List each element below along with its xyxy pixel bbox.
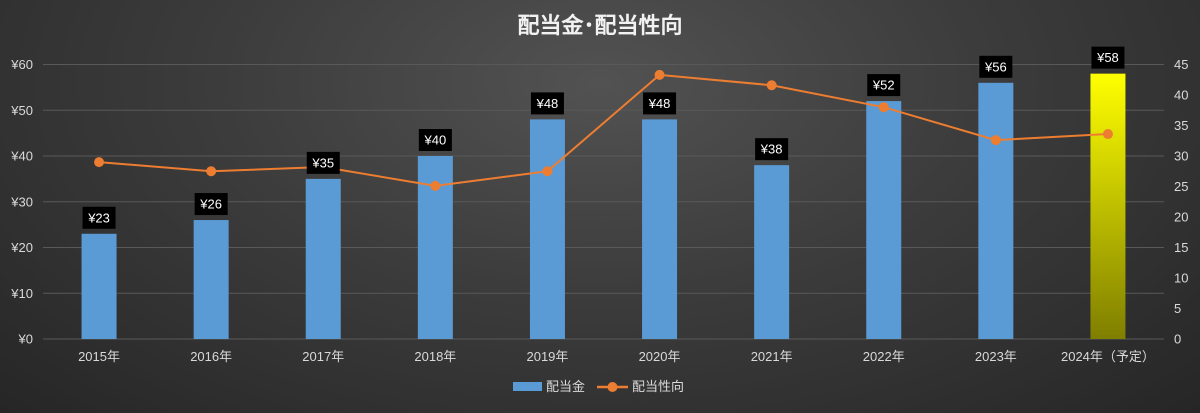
left-tick-label: ¥20 [10, 240, 33, 255]
left-tick-label: ¥0 [18, 332, 33, 347]
data-label-text: ¥40 [423, 133, 446, 148]
data-label-box [306, 151, 340, 174]
data-label-text: ¥56 [984, 59, 1007, 74]
right-tick-label: 15 [1174, 240, 1188, 255]
right-tick-label: 45 [1174, 57, 1188, 72]
data-label: ¥35 [306, 151, 340, 174]
data-label-box [1091, 46, 1125, 69]
data-label-box [755, 138, 789, 161]
bar [305, 178, 341, 339]
highlighted-bar [1090, 73, 1126, 340]
data-label: ¥23 [82, 206, 116, 229]
bar [193, 220, 229, 339]
right-tick-label: 40 [1174, 88, 1188, 103]
category-label: 2023年 [975, 349, 1017, 364]
right-tick-label: 30 [1174, 149, 1188, 164]
category-label: 2022年 [863, 349, 905, 364]
legend: 配当金 配当性向 [513, 379, 684, 395]
payout-ratio-point [766, 80, 777, 91]
data-label: ¥38 [755, 138, 789, 161]
category-label: 2018年 [414, 349, 456, 364]
legend-bar-swatch [513, 382, 542, 391]
right-axis-ticks: 0 5 10 15 20 25 30 35 40 45 [1174, 57, 1188, 347]
data-label-text: ¥26 [199, 197, 222, 212]
data-label-box [643, 92, 677, 115]
data-label-box [418, 129, 452, 151]
bar [754, 165, 790, 339]
dividend-data-labels: ¥23 ¥26 ¥35 ¥40 ¥48 ¥48 ¥38 ¥52 ¥56 ¥58 [82, 46, 1125, 229]
data-label-text: ¥38 [760, 142, 783, 157]
payout-ratio-point [1102, 129, 1113, 140]
category-label: 2015年 [78, 349, 120, 364]
data-label-box [82, 206, 116, 229]
left-tick-label: ¥40 [10, 149, 33, 164]
data-label: ¥52 [867, 74, 901, 97]
chart-title: 配当金･配当性向 [517, 13, 682, 39]
category-axis: 2015年 2016年 2017年 2018年 2019年 2020年 2021年 2022年… [78, 349, 1155, 364]
left-tick-label: ¥60 [10, 57, 33, 72]
right-tick-label: 20 [1174, 210, 1188, 225]
left-axis-ticks: ¥0 ¥10 ¥20 ¥30 ¥40 ¥50 ¥60 [10, 57, 33, 347]
legend-dividend-label: 配当金 [546, 379, 585, 395]
data-label: ¥48 [643, 92, 677, 115]
payout-ratio-point [206, 166, 217, 177]
legend-line-marker [607, 382, 618, 392]
payout-ratio-point [990, 135, 1001, 146]
data-label-text: ¥52 [872, 78, 895, 93]
category-label: 2020年 [639, 349, 681, 364]
payout-ratio-point [430, 180, 441, 191]
dividend-bars [81, 73, 1126, 340]
data-label-text: ¥35 [311, 155, 334, 170]
bar [866, 101, 902, 339]
data-label-box [194, 193, 228, 216]
category-label: 2021年 [751, 349, 793, 364]
payout-ratio-polyline [98, 73, 1109, 187]
left-tick-label: ¥30 [10, 194, 33, 209]
data-label-box [530, 92, 564, 115]
bar [978, 82, 1014, 340]
bar [529, 119, 565, 340]
left-tick-label: ¥10 [10, 286, 33, 301]
category-label: 2017年 [302, 349, 344, 364]
bar [642, 119, 678, 340]
data-label-box [867, 74, 901, 97]
payout-ratio-point [654, 69, 665, 80]
legend-payout-label: 配当性向 [632, 379, 684, 395]
category-label: 2024年（予定） [1061, 349, 1155, 364]
payout-ratio-point [542, 166, 553, 177]
payout-ratio-line [94, 69, 1113, 191]
right-tick-label: 5 [1174, 301, 1181, 316]
data-label: ¥26 [194, 193, 228, 216]
gridlines [43, 64, 1164, 340]
category-label: 2019年 [526, 349, 568, 364]
right-tick-label: 0 [1174, 332, 1181, 347]
data-label-box [979, 55, 1013, 78]
data-label: ¥40 [418, 129, 452, 151]
data-label: ¥58 [1091, 46, 1125, 69]
payout-ratio-point [94, 157, 105, 168]
category-label: 2016年 [190, 349, 232, 364]
right-tick-label: 10 [1174, 271, 1188, 286]
data-label-text: ¥48 [648, 96, 671, 111]
payout-ratio-point [878, 102, 889, 113]
data-label-text: ¥23 [87, 210, 110, 225]
bar [81, 233, 117, 339]
data-label: ¥56 [979, 55, 1013, 78]
left-tick-label: ¥50 [10, 103, 33, 118]
data-label-text: ¥58 [1096, 50, 1119, 65]
data-label-text: ¥48 [536, 96, 559, 111]
right-tick-label: 35 [1174, 118, 1188, 133]
data-label: ¥48 [530, 92, 564, 115]
right-tick-label: 25 [1174, 179, 1188, 194]
